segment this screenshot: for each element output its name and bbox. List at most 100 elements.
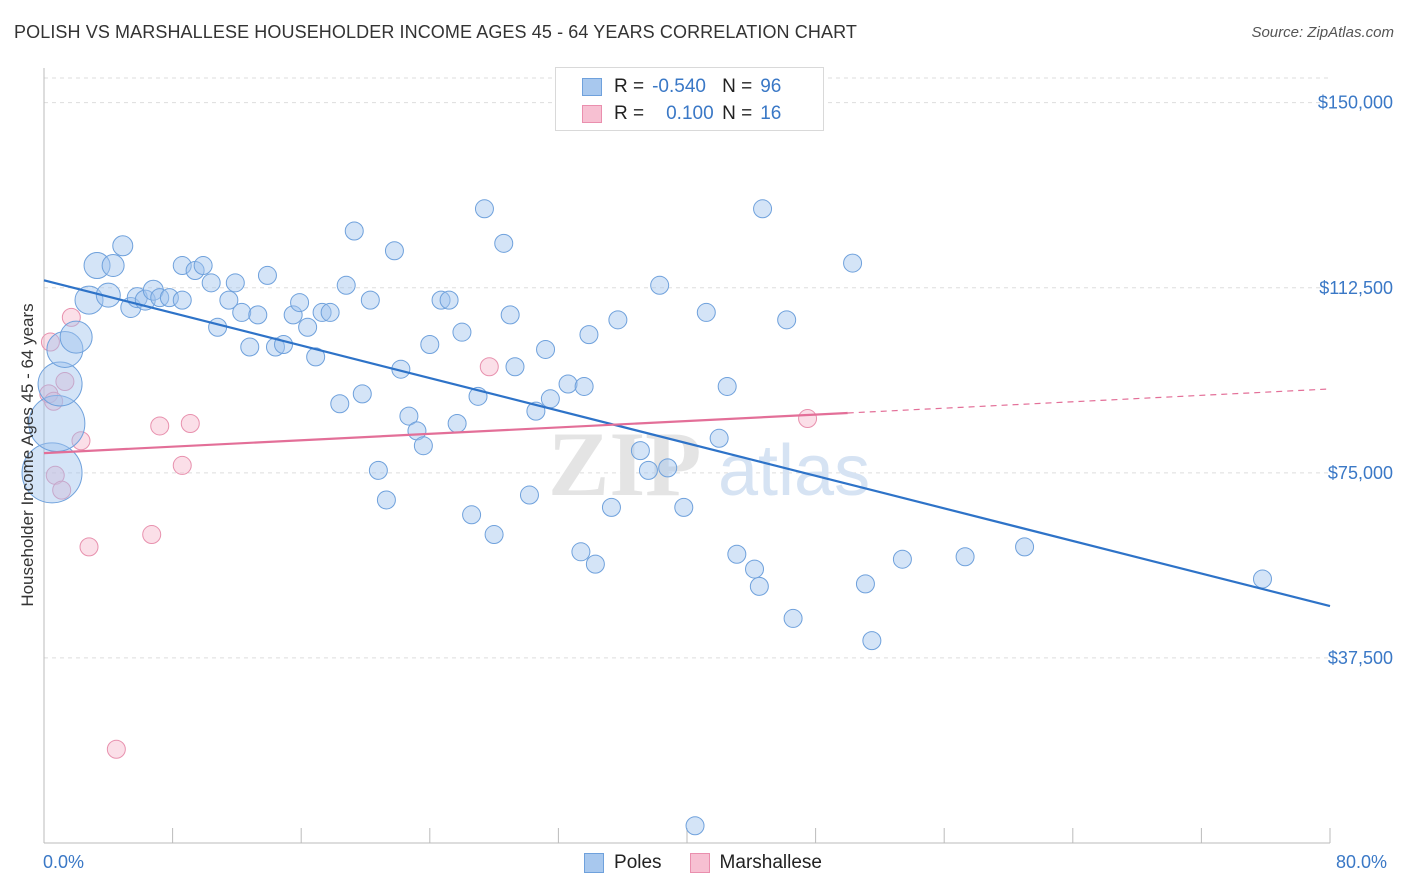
poles-point [37, 361, 83, 407]
marshallese-point [798, 409, 818, 429]
poles-point [519, 485, 539, 505]
poles-point [452, 322, 472, 342]
poles-point [462, 505, 482, 525]
grid-layer [44, 77, 1330, 659]
marshallese-point [479, 357, 499, 377]
poles-point [283, 305, 303, 325]
marshallese-trend-line [43, 411, 848, 455]
poles-point [439, 290, 459, 310]
poles-point [955, 547, 975, 567]
marshallese-point [106, 739, 126, 759]
poles-point [674, 497, 694, 517]
poles-swatch-icon [584, 853, 605, 873]
series-legend: Poles Marshallese [0, 852, 1406, 874]
poles-point [484, 525, 504, 545]
poles-point [420, 335, 440, 355]
poles-point [745, 559, 765, 579]
marshallese-point [142, 525, 162, 545]
poles-point [399, 406, 419, 426]
legend-n-label: N = [722, 103, 753, 124]
y-tick-label: $75,000 [1328, 463, 1393, 483]
poles-point [601, 497, 621, 517]
marshallese-point [71, 431, 91, 451]
poles-point [112, 235, 134, 257]
poles-point [777, 310, 797, 330]
poles-point [558, 374, 578, 394]
legend-label-marshallese: Marshallese [719, 852, 822, 873]
poles-point [447, 413, 467, 433]
poles-point [585, 554, 605, 574]
poles-point [232, 302, 252, 322]
poles-point [172, 256, 192, 276]
poles-point [862, 631, 882, 651]
marshallese-swatch-icon [582, 105, 602, 123]
poles-point [658, 458, 678, 478]
poles-point [431, 290, 451, 310]
trend-layer [43, 279, 1331, 608]
poles-point [360, 290, 380, 310]
poles-point [290, 293, 310, 313]
poles-point [579, 325, 599, 345]
axis-layer [43, 68, 1331, 844]
source-label: Source: ZipAtlas.com [1251, 24, 1394, 41]
poles-point [352, 384, 372, 404]
poles-point [320, 302, 340, 322]
legend-row-marshallese: R = 0.100 N = 16 [582, 103, 781, 125]
poles-point [500, 305, 520, 325]
legend-label-poles: Poles [614, 852, 662, 873]
y-axis-label: Householder Income Ages 45 - 64 years [18, 303, 37, 607]
poles-point [83, 252, 111, 280]
poles-point [257, 265, 277, 285]
poles-point [505, 357, 525, 377]
poles-point [494, 233, 514, 253]
poles-point [240, 337, 260, 357]
poles-point [312, 302, 332, 322]
poles-point [753, 199, 773, 219]
poles-trend-line [43, 279, 1331, 608]
poles-point [1015, 537, 1035, 557]
poles-point [193, 256, 213, 276]
poles-point [46, 330, 84, 368]
legend-item-marshallese[interactable]: Marshallese [689, 852, 822, 874]
poles-point [638, 460, 658, 480]
watermark: ZIP atlas [548, 413, 870, 515]
x-tick-label-max: 80.0% [1336, 852, 1388, 872]
poles-point [540, 389, 560, 409]
poles-point [574, 376, 594, 396]
y-tick-label: $150,000 [1318, 93, 1393, 113]
legend-r-value: 0.100 [666, 103, 714, 124]
poles-point [571, 542, 591, 562]
legend-n-value: 16 [760, 103, 782, 124]
poles-point [727, 544, 747, 564]
poles-point [536, 339, 556, 359]
poles-point [150, 288, 170, 308]
poles-point [101, 254, 125, 278]
marshallese-points [39, 307, 818, 759]
poles-point [783, 608, 803, 628]
poles-point [384, 241, 404, 261]
poles-point [95, 282, 121, 308]
legend-row-poles: R = -0.540 N = 96 [582, 76, 781, 98]
poles-point [225, 273, 245, 293]
legend-r-label: R = [614, 103, 645, 124]
poles-point [330, 394, 350, 414]
legend-item-poles[interactable]: Poles [584, 852, 662, 874]
poles-point [172, 290, 192, 310]
marshallese-point [79, 537, 99, 557]
poles-point [376, 490, 396, 510]
marshallese-point [55, 372, 75, 392]
legend-r-value: -0.540 [652, 76, 706, 97]
poles-point [696, 302, 716, 322]
legend-n-label: N = [722, 76, 753, 97]
poles-points [21, 199, 1272, 836]
legend-n-value: 96 [760, 76, 782, 97]
marshallese-point [172, 455, 192, 475]
y-tick-label: $37,500 [1328, 648, 1393, 668]
poles-point [344, 221, 364, 241]
marshallese-point [61, 307, 81, 327]
y-tick-labels: $37,500 $75,000 $112,500 $150,000 [1318, 93, 1393, 668]
poles-point [709, 428, 729, 448]
y-tick-label: $112,500 [1319, 278, 1393, 298]
poles-point [219, 290, 239, 310]
